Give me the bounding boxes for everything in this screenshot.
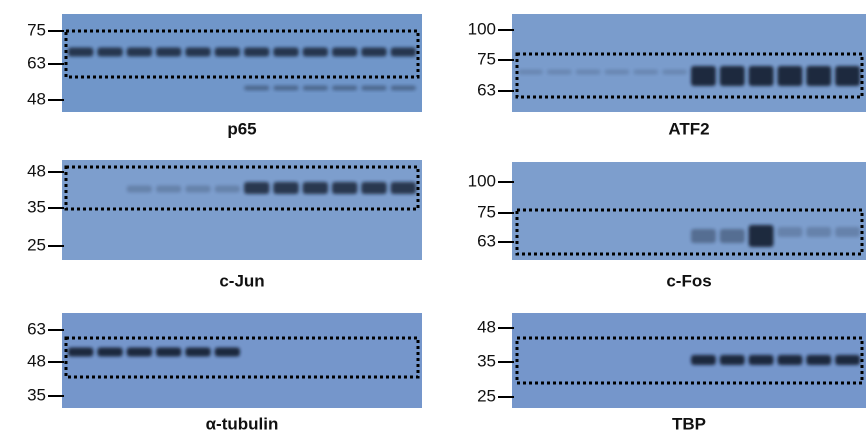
marker-label: 100 bbox=[468, 171, 496, 190]
band bbox=[391, 182, 416, 194]
band bbox=[303, 86, 328, 91]
band bbox=[720, 355, 745, 365]
marker-label: 35 bbox=[27, 385, 46, 404]
band bbox=[778, 227, 803, 237]
band bbox=[361, 48, 386, 57]
marker-label: 48 bbox=[27, 351, 46, 370]
blot-figure: 75 63 48 p65 100 75 63 ATF2 48 35 25 c-Jun 100 75 63 c-… bbox=[0, 0, 866, 438]
band bbox=[185, 48, 210, 57]
blot-label: c-Jun bbox=[219, 271, 264, 290]
band bbox=[68, 348, 93, 357]
band bbox=[778, 355, 803, 365]
band bbox=[273, 48, 298, 57]
band bbox=[720, 66, 745, 86]
band bbox=[391, 48, 416, 57]
band bbox=[749, 66, 774, 86]
band bbox=[518, 70, 543, 75]
blot-panel: 48 35 25 c-Jun bbox=[27, 160, 422, 290]
band bbox=[749, 355, 774, 365]
marker-label: 75 bbox=[27, 20, 46, 39]
blot-membrane bbox=[62, 14, 422, 112]
marker-label: 35 bbox=[477, 351, 496, 370]
band bbox=[391, 86, 416, 91]
blot-panel: 48 35 25 TBP bbox=[477, 313, 866, 433]
marker-label: 63 bbox=[477, 231, 496, 250]
band bbox=[156, 348, 181, 357]
marker-label: 25 bbox=[27, 235, 46, 254]
band bbox=[127, 348, 152, 357]
band bbox=[691, 229, 716, 243]
band bbox=[97, 48, 122, 57]
band bbox=[332, 86, 357, 91]
band bbox=[576, 70, 601, 75]
band bbox=[806, 227, 831, 237]
band bbox=[633, 70, 658, 75]
band bbox=[691, 66, 716, 86]
blot-label: ATF2 bbox=[668, 119, 709, 138]
band bbox=[185, 348, 210, 357]
blot-panel: 100 75 63 c-Fos bbox=[468, 162, 866, 290]
marker-label: 100 bbox=[468, 19, 496, 38]
band bbox=[215, 48, 240, 57]
band bbox=[332, 182, 357, 194]
marker-label: 25 bbox=[477, 386, 496, 405]
marker-label: 63 bbox=[27, 53, 46, 72]
band bbox=[749, 225, 774, 247]
band bbox=[778, 66, 803, 86]
blot-panel: 100 75 63 ATF2 bbox=[468, 14, 866, 138]
band bbox=[332, 48, 357, 57]
marker-label: 48 bbox=[477, 317, 496, 336]
blot-membrane bbox=[62, 313, 422, 408]
band bbox=[244, 48, 269, 57]
band bbox=[273, 86, 298, 91]
band bbox=[835, 355, 860, 365]
band bbox=[303, 182, 328, 194]
band bbox=[127, 48, 152, 57]
marker-label: 48 bbox=[27, 89, 46, 108]
band bbox=[662, 70, 687, 75]
blot-label: c-Fos bbox=[666, 271, 711, 290]
band bbox=[806, 355, 831, 365]
band bbox=[244, 182, 269, 194]
band bbox=[273, 182, 298, 194]
band bbox=[547, 70, 572, 75]
band bbox=[303, 48, 328, 57]
marker-label: 35 bbox=[27, 197, 46, 216]
band bbox=[215, 186, 240, 193]
band bbox=[185, 186, 210, 193]
band bbox=[720, 229, 745, 243]
marker-label: 75 bbox=[477, 49, 496, 68]
band bbox=[361, 86, 386, 91]
band bbox=[835, 227, 860, 237]
band bbox=[215, 348, 240, 357]
blot-panel: 63 48 35 α-tubulin bbox=[27, 313, 422, 433]
blot-panel: 75 63 48 p65 bbox=[27, 14, 422, 138]
band bbox=[156, 48, 181, 57]
band bbox=[361, 182, 386, 194]
band bbox=[691, 355, 716, 365]
marker-label: 48 bbox=[27, 161, 46, 180]
band bbox=[806, 66, 831, 86]
band bbox=[127, 186, 152, 193]
band bbox=[835, 66, 860, 86]
band bbox=[605, 70, 630, 75]
blot-label: p65 bbox=[227, 119, 256, 138]
marker-label: 63 bbox=[477, 80, 496, 99]
band bbox=[156, 186, 181, 193]
band bbox=[244, 86, 269, 91]
band bbox=[68, 48, 93, 57]
marker-label: 63 bbox=[27, 319, 46, 338]
blot-label: α-tubulin bbox=[206, 414, 279, 433]
band bbox=[97, 348, 122, 357]
marker-label: 75 bbox=[477, 202, 496, 221]
blot-label: TBP bbox=[672, 414, 706, 433]
